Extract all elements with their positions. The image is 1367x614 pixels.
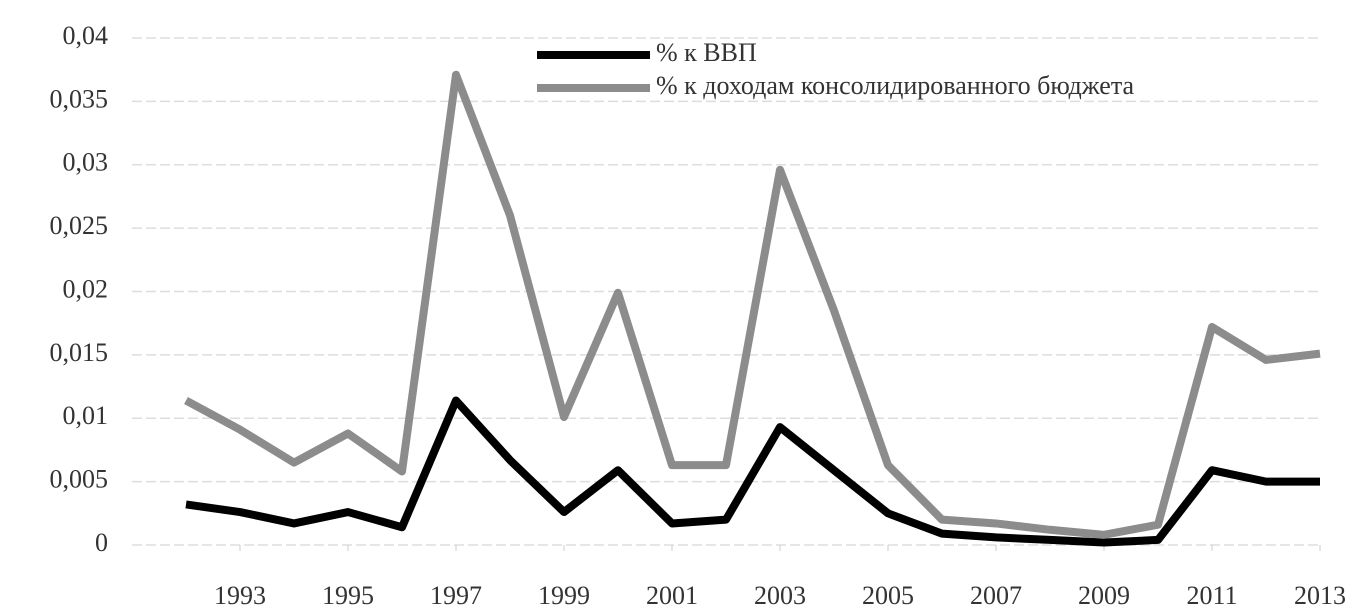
y-tick-label: 0,035 xyxy=(50,84,109,113)
x-tick-label: 2013 xyxy=(1294,581,1346,610)
line xyxy=(184,70,1321,539)
x-tick-label: 2001 xyxy=(646,581,698,610)
line xyxy=(185,396,1320,547)
x-tick-label: 2007 xyxy=(970,581,1022,610)
x-tick-label: 1997 xyxy=(430,581,482,610)
x-tick-label: 1999 xyxy=(538,581,590,610)
y-tick-label: 0,015 xyxy=(50,338,109,367)
y-tick-label: 0 xyxy=(95,528,108,557)
x-tick-label: 2011 xyxy=(1186,581,1237,610)
legend-label: % к ВВП xyxy=(656,38,757,67)
y-tick-label: 0,02 xyxy=(63,274,109,303)
y-tick-label: 0,01 xyxy=(63,401,109,430)
y-tick-label: 0,005 xyxy=(50,465,109,494)
y-tick-label: 0,025 xyxy=(50,211,109,240)
x-tick-label: 1995 xyxy=(322,581,374,610)
x-tick-label: 1993 xyxy=(214,581,266,610)
y-tick-label: 0,03 xyxy=(63,148,109,177)
x-tick-label: 2009 xyxy=(1078,581,1130,610)
x-tick-label: 2005 xyxy=(862,581,914,610)
y-tick-label: 0,04 xyxy=(63,21,109,50)
x-tick-label: 2003 xyxy=(754,581,806,610)
legend-label: % к доходам консолидированного бюджета xyxy=(656,71,1135,100)
